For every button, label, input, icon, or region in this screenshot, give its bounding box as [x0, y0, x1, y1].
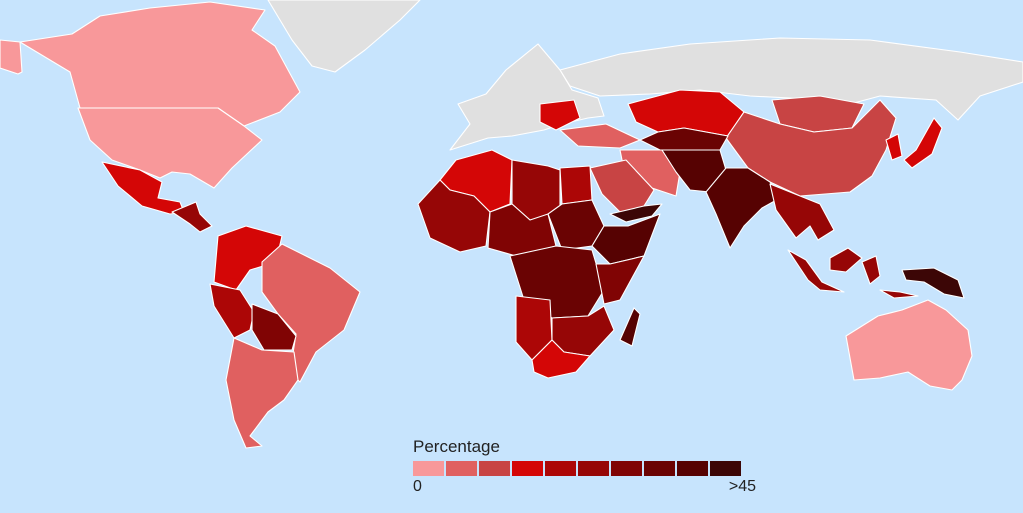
region-peru — [209, 283, 255, 339]
region-madagascar — [619, 307, 641, 347]
legend-max-label: >45 — [728, 478, 756, 495]
legend-swatch-4 — [545, 461, 576, 476]
region-china — [725, 99, 897, 197]
legend-swatch-5 — [578, 461, 609, 476]
legend-swatch-1 — [446, 461, 477, 476]
region-brazil — [261, 243, 361, 383]
region-mexico — [101, 161, 185, 215]
map-legend: Percentage 0 >45 — [413, 437, 756, 496]
legend-swatch-8 — [677, 461, 708, 476]
region-united-states — [77, 107, 263, 189]
legend-title: Percentage — [413, 437, 500, 456]
region-india — [705, 167, 781, 249]
region-russia — [559, 37, 1023, 121]
legend-swatch-9 — [710, 461, 741, 476]
region-australia — [845, 299, 973, 391]
legend-swatch-0 — [413, 461, 444, 476]
legend-swatch-7 — [644, 461, 675, 476]
legend-swatch-2 — [479, 461, 510, 476]
legend-swatch-6 — [611, 461, 642, 476]
region-bolivia — [251, 303, 297, 351]
region-greenland — [267, 0, 421, 73]
region-indonesia — [787, 247, 919, 299]
region-papua-new-guinea — [901, 267, 965, 299]
region-southeast-asia — [769, 183, 835, 241]
region-turkey-caucasus — [559, 123, 641, 149]
region-central-america — [171, 201, 213, 233]
legend-min-label: 0 — [413, 478, 422, 495]
region-egypt — [559, 165, 593, 205]
region-sahel — [487, 203, 557, 257]
region-east-africa — [595, 255, 645, 305]
region-korea — [885, 133, 903, 161]
region-balkans — [539, 99, 581, 131]
legend-swatch-3 — [512, 461, 543, 476]
region-argentina-chile — [225, 337, 299, 449]
region-south-africa — [531, 339, 591, 379]
region-europe — [449, 43, 605, 151]
region-alaska — [0, 39, 23, 75]
legend-labels: 0 >45 — [413, 476, 756, 496]
region-yemen — [609, 203, 663, 223]
legend-color-scale — [413, 461, 756, 476]
region-japan — [903, 117, 943, 169]
